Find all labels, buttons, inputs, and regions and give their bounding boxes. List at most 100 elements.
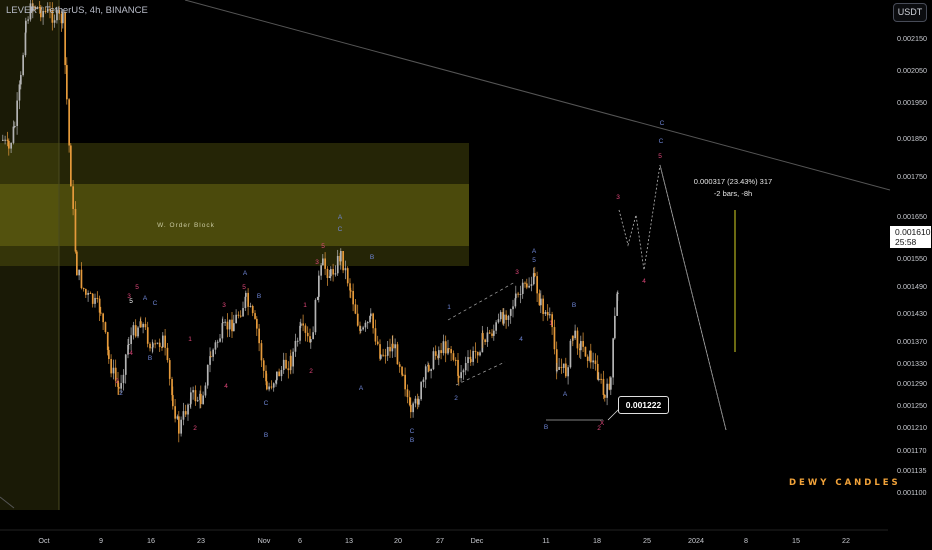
- candle-body: [51, 10, 54, 23]
- candle-body: [467, 357, 469, 364]
- wave-label: 1: [549, 320, 553, 327]
- wave-label: C: [659, 138, 664, 145]
- candle-body: [168, 360, 171, 379]
- candle-body: [536, 276, 538, 294]
- candle-body: [296, 340, 299, 342]
- candle-body: [34, 6, 36, 9]
- candle-body: [332, 269, 334, 275]
- candle-body: [226, 321, 229, 330]
- price-tick-label: 0.001170: [897, 446, 926, 455]
- candle-body: [29, 3, 32, 20]
- candle-body: [184, 411, 187, 415]
- candle-body: [106, 332, 109, 350]
- candle-body: [530, 284, 533, 286]
- measure-bars: -2 bars, -8h: [713, 189, 753, 198]
- candle-body: [374, 328, 377, 342]
- candle-body: [497, 319, 500, 323]
- candle-body: [206, 364, 209, 386]
- candle-body: [151, 347, 154, 349]
- candle-body: [118, 386, 120, 389]
- candle-body: [486, 332, 489, 343]
- wave-label: A: [243, 270, 248, 277]
- wave-label: 2: [454, 395, 458, 402]
- brand-watermark: DEWY CANDLES: [789, 478, 901, 488]
- candle-body: [249, 305, 252, 307]
- last-price-value: 0.001610: [895, 227, 931, 237]
- candle-body: [12, 126, 15, 143]
- candle-body: [161, 346, 163, 348]
- candle-body: [416, 398, 419, 405]
- candle-body: [242, 308, 244, 317]
- candle-body: [280, 370, 283, 377]
- candle-body: [64, 12, 66, 66]
- candle-body: [519, 293, 522, 295]
- candle-body: [503, 314, 505, 324]
- candle-body: [49, 8, 51, 11]
- candle-body: [422, 379, 425, 383]
- candle-body: [8, 140, 10, 149]
- price-tick-label: 0.001370: [897, 337, 927, 346]
- projection-dotted: [618, 164, 727, 431]
- candle-body: [290, 355, 292, 367]
- wave-label: C: [264, 400, 269, 407]
- price-tick-label: 0.001330: [897, 359, 927, 368]
- candle-body: [394, 344, 396, 349]
- candle-body: [258, 328, 260, 344]
- time-tick-label: 11: [542, 536, 549, 545]
- candle-body: [68, 99, 70, 146]
- october-shade: [0, 0, 59, 510]
- symbol-title: LEVER / TetherUS, 4h, BINANCE: [6, 5, 148, 16]
- candle-body: [344, 268, 347, 271]
- candle-body: [322, 258, 324, 266]
- candle-body: [78, 269, 80, 276]
- wave-label: B: [264, 432, 268, 439]
- candle-body: [282, 359, 285, 371]
- trendline: [184, 0, 891, 191]
- time-tick-label: 9: [99, 536, 103, 545]
- candle-body: [38, 7, 41, 9]
- candle-body: [254, 313, 256, 319]
- candle-body: [247, 292, 249, 307]
- candle-body: [549, 314, 551, 316]
- candle-body: [320, 265, 322, 276]
- candle-countdown: 25:58: [895, 237, 917, 247]
- candle-body: [70, 145, 72, 187]
- candle-body: [474, 350, 477, 352]
- candle-body: [340, 250, 342, 262]
- candle-body: [382, 354, 384, 356]
- time-tick-label: 18: [593, 536, 601, 545]
- wave-label: 1: [447, 304, 451, 311]
- candle-body: [137, 327, 139, 337]
- candle-body: [22, 55, 24, 76]
- candle-body: [482, 333, 484, 340]
- wave-label: C: [153, 300, 158, 307]
- candle-body: [100, 312, 102, 314]
- candle-body: [464, 363, 467, 371]
- candle-body: [176, 416, 179, 419]
- candle-body: [24, 32, 27, 56]
- candle-body: [617, 292, 619, 294]
- wave-label: B: [370, 254, 374, 261]
- time-tick-label: 15: [792, 536, 800, 545]
- candle-body: [56, 9, 58, 21]
- candle-body: [2, 139, 4, 141]
- candle-body: [312, 332, 314, 340]
- currency-button[interactable]: USDT: [893, 3, 927, 22]
- candle-body: [565, 363, 567, 377]
- candle-body: [438, 350, 440, 358]
- candle-body: [210, 356, 212, 358]
- wave-label: 1: [303, 302, 307, 309]
- candle-body: [66, 65, 68, 100]
- candle-body: [304, 325, 307, 333]
- candle-body: [102, 313, 104, 323]
- candle-body: [221, 323, 224, 339]
- candle-body: [352, 290, 354, 305]
- candle-body: [128, 344, 130, 346]
- candle-body: [231, 319, 233, 332]
- candle-body: [44, 10, 47, 12]
- wave-label: 2: [115, 378, 119, 385]
- candle-body: [602, 378, 605, 395]
- candle-body: [306, 332, 309, 337]
- wave-label: 5: [532, 257, 536, 264]
